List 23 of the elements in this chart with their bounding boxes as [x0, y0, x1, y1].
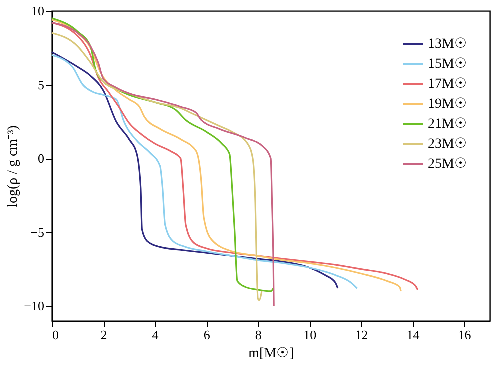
- legend-label: 25M☉: [428, 157, 468, 172]
- x-tick-label: 10: [304, 328, 317, 342]
- x-tick-label: 4: [152, 328, 160, 342]
- legend-label: 23M☉: [428, 137, 468, 152]
- y-tick-label: 5: [38, 77, 44, 92]
- x-tick-label: 0: [52, 328, 59, 342]
- legend-label: 21M☉: [428, 117, 468, 132]
- legend-label: 15M☉: [428, 57, 468, 72]
- y-tick-label: 10: [32, 4, 44, 18]
- legend-label: 13M☉: [428, 37, 468, 52]
- y-axis-title: log(ρ / g cm⁻³): [6, 125, 22, 208]
- x-tick-label: 14: [406, 328, 420, 342]
- x-tick-label: 6: [204, 328, 211, 342]
- legend-label: 19M☉: [428, 97, 468, 112]
- x-tick-label: 8: [255, 328, 262, 342]
- y-tick-label: −5: [30, 224, 44, 240]
- y-tick-label: 0: [38, 151, 44, 166]
- y-tick-label: −10: [24, 298, 44, 314]
- x-axis-title: m[M☉]: [248, 346, 294, 362]
- legend-label: 17M☉: [428, 77, 468, 92]
- x-tick-label: 12: [355, 328, 368, 342]
- x-tick-label: 16: [458, 328, 472, 342]
- x-tick-label: 2: [100, 328, 108, 342]
